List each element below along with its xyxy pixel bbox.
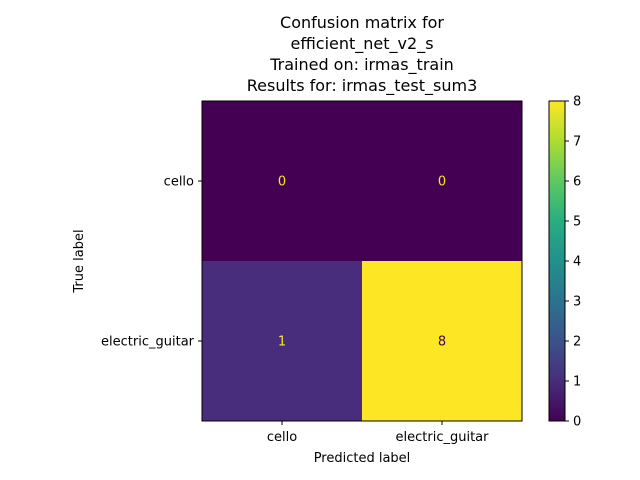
y-tick-label: cello — [164, 175, 194, 190]
colorbar-tick-label: 2 — [573, 335, 581, 350]
colorbar — [548, 100, 566, 422]
x-axis-label: Predicted label — [314, 451, 411, 466]
matrix-cells — [202, 101, 522, 421]
colorbar-tick-label: 8 — [573, 95, 581, 110]
plot-frame — [201, 100, 523, 422]
y-axis-ticks: cello electric_guitar — [101, 175, 202, 350]
colorbar-tick-label: 1 — [573, 375, 581, 390]
matrix-cell — [362, 101, 522, 261]
cell-value-label: 0 — [438, 175, 446, 190]
matrix-cell — [362, 261, 522, 421]
chart-title: Confusion matrix for efficient_net_v2_s … — [247, 13, 478, 96]
colorbar-tick-label: 5 — [573, 215, 581, 230]
y-tick-label: electric_guitar — [101, 335, 195, 350]
x-axis-ticks: cello electric_guitar — [267, 421, 489, 445]
title-line-1: Confusion matrix for — [280, 13, 444, 32]
title-line-4: Results for: irmas_test_sum3 — [247, 76, 478, 96]
cell-value-label: 1 — [278, 335, 286, 350]
y-axis-label: True label — [72, 229, 87, 293]
colorbar-tick-label: 7 — [573, 135, 581, 150]
cell-value-label: 0 — [278, 175, 286, 190]
matrix-cell-labels: 0 0 1 8 — [278, 175, 446, 350]
matrix-cell — [202, 261, 362, 421]
colorbar-tick-label: 4 — [573, 255, 581, 270]
x-tick-label: cello — [267, 430, 297, 445]
title-line-3: Trained on: irmas_train — [269, 55, 454, 75]
x-tick-label: electric_guitar — [396, 430, 490, 445]
colorbar-tick-label: 0 — [573, 415, 581, 430]
colorbar-tick-label: 6 — [573, 175, 581, 190]
colorbar-ticks: 0 1 2 3 4 5 6 7 8 — [565, 95, 581, 430]
colorbar-tick-label: 3 — [573, 295, 581, 310]
title-line-2: efficient_net_v2_s — [290, 34, 433, 54]
cell-value-label: 8 — [438, 335, 446, 350]
matrix-cell — [202, 101, 362, 261]
